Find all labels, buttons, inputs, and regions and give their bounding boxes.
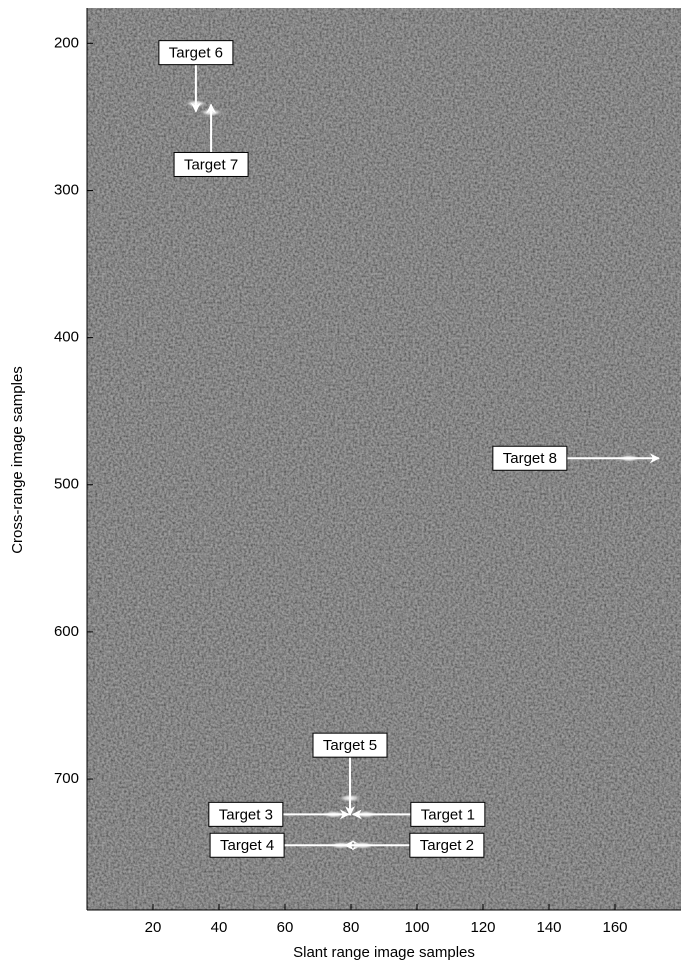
chart: Slant range image samples Cross-range im… (0, 0, 681, 963)
y-tick-label: 300 (54, 181, 79, 198)
annotation-label: Target 8 (503, 450, 557, 467)
x-tick-label: 160 (602, 919, 627, 936)
annotation-label: Target 7 (184, 156, 238, 173)
x-tick-label: 140 (536, 919, 561, 936)
x-axis-label: Slant range image samples (293, 944, 475, 961)
annotation-label: Target 2 (420, 837, 474, 854)
annotation-label: Target 1 (421, 806, 475, 823)
y-tick-label: 600 (54, 623, 79, 640)
x-tick-label: 100 (404, 919, 429, 936)
y-tick-label: 500 (54, 476, 79, 493)
x-tick-label: 40 (211, 919, 228, 936)
y-tick-label: 200 (54, 34, 79, 51)
annotation-label: Target 6 (169, 45, 223, 62)
x-tick-label: 20 (145, 919, 162, 936)
annotation-label: Target 4 (220, 837, 274, 854)
y-axis-label: Cross-range image samples (9, 366, 26, 554)
x-tick-label: 60 (277, 919, 294, 936)
x-tick-label: 80 (343, 919, 360, 936)
y-tick-label: 700 (54, 770, 79, 787)
annotation-label: Target 3 (219, 806, 273, 823)
annotation-label: Target 5 (323, 737, 377, 754)
x-tick-label: 120 (470, 919, 495, 936)
y-tick-label: 400 (54, 329, 79, 346)
